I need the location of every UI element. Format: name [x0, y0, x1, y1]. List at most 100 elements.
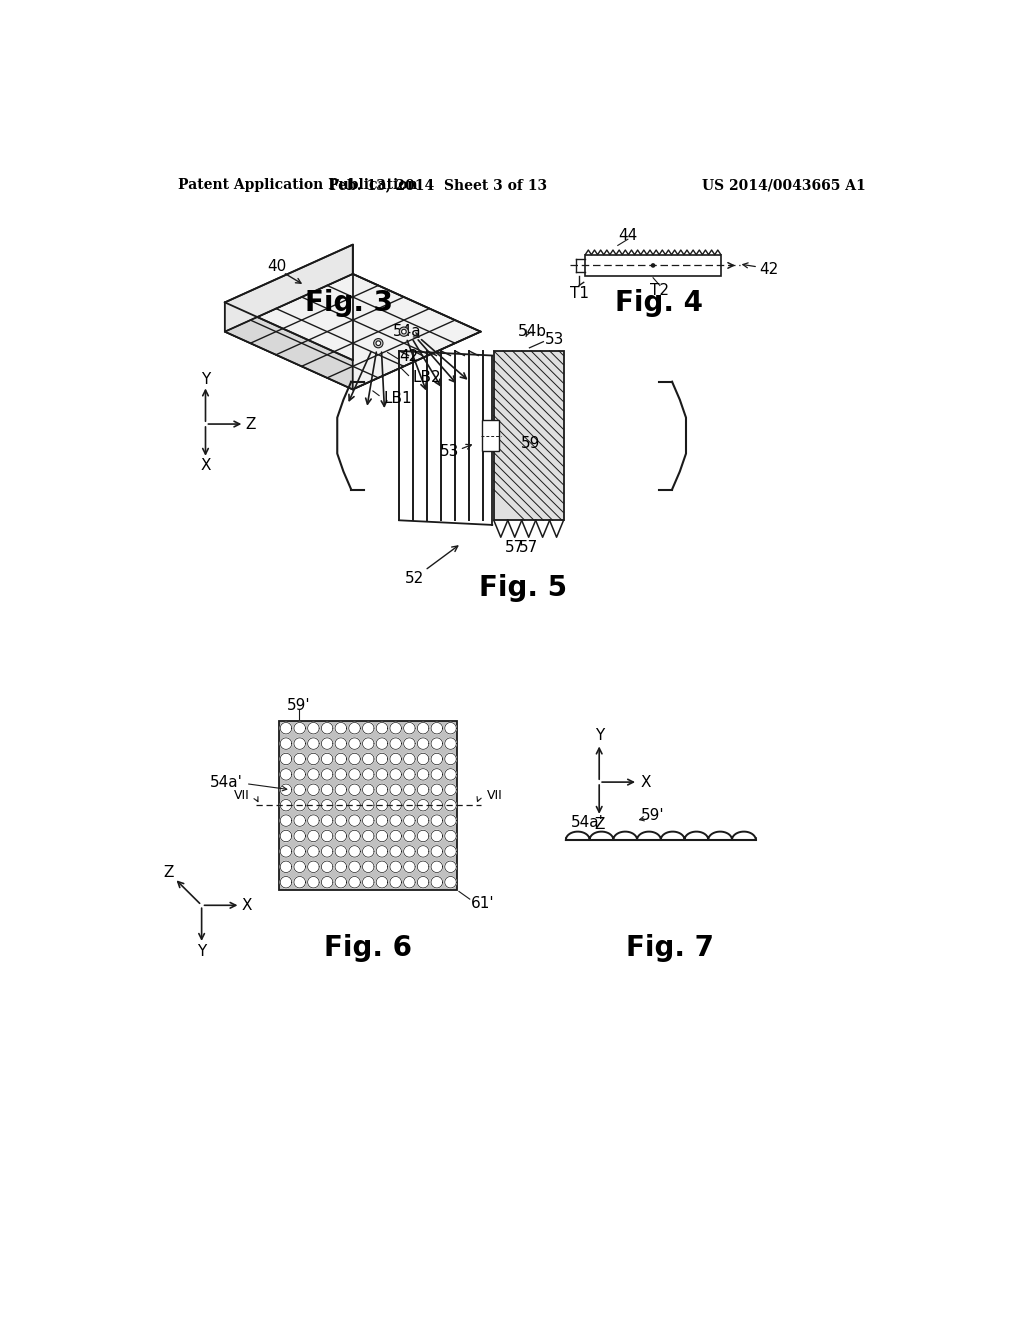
Polygon shape — [307, 861, 319, 873]
Polygon shape — [431, 754, 442, 764]
Text: 54a: 54a — [392, 325, 421, 339]
Polygon shape — [390, 861, 401, 873]
Polygon shape — [390, 800, 401, 810]
Text: 57: 57 — [519, 540, 539, 554]
Text: 57: 57 — [505, 540, 524, 554]
Polygon shape — [294, 846, 305, 857]
Bar — [494, 351, 563, 520]
Polygon shape — [444, 754, 457, 764]
Polygon shape — [444, 768, 457, 780]
Polygon shape — [349, 754, 360, 764]
Polygon shape — [376, 861, 388, 873]
Polygon shape — [294, 876, 305, 888]
Polygon shape — [281, 738, 292, 750]
Text: 59: 59 — [521, 436, 541, 451]
Polygon shape — [418, 876, 429, 888]
Polygon shape — [281, 814, 292, 826]
Polygon shape — [444, 722, 457, 734]
Polygon shape — [403, 861, 415, 873]
Text: X: X — [640, 775, 651, 789]
Polygon shape — [403, 768, 415, 780]
Polygon shape — [349, 738, 360, 750]
Polygon shape — [349, 861, 360, 873]
Polygon shape — [376, 768, 388, 780]
Polygon shape — [349, 814, 360, 826]
Polygon shape — [335, 784, 346, 796]
Polygon shape — [418, 830, 429, 842]
Polygon shape — [322, 722, 333, 734]
Polygon shape — [376, 784, 388, 796]
Polygon shape — [307, 768, 319, 780]
Polygon shape — [418, 738, 429, 750]
Polygon shape — [349, 876, 360, 888]
Polygon shape — [390, 876, 401, 888]
Polygon shape — [349, 846, 360, 857]
Circle shape — [650, 263, 655, 268]
Polygon shape — [418, 722, 429, 734]
Text: LB2: LB2 — [413, 371, 441, 385]
Polygon shape — [390, 768, 401, 780]
Text: LB1: LB1 — [384, 391, 413, 407]
Text: US 2014/0043665 A1: US 2014/0043665 A1 — [701, 178, 865, 193]
Polygon shape — [322, 876, 333, 888]
Polygon shape — [431, 722, 442, 734]
Polygon shape — [307, 876, 319, 888]
Polygon shape — [225, 244, 352, 331]
Polygon shape — [444, 738, 457, 750]
Polygon shape — [431, 800, 442, 810]
Polygon shape — [376, 754, 388, 764]
Polygon shape — [444, 830, 457, 842]
Polygon shape — [294, 768, 305, 780]
Polygon shape — [403, 800, 415, 810]
Polygon shape — [362, 846, 374, 857]
Bar — [586, 255, 721, 276]
Polygon shape — [281, 768, 292, 780]
Text: Fig. 4: Fig. 4 — [614, 289, 702, 317]
Text: Fig. 3: Fig. 3 — [305, 289, 393, 317]
Polygon shape — [349, 722, 360, 734]
Polygon shape — [376, 814, 388, 826]
Polygon shape — [335, 768, 346, 780]
Polygon shape — [362, 876, 374, 888]
Text: Fig. 6: Fig. 6 — [325, 933, 413, 962]
Polygon shape — [307, 814, 319, 826]
Polygon shape — [390, 722, 401, 734]
Polygon shape — [362, 754, 374, 764]
Polygon shape — [335, 830, 346, 842]
Polygon shape — [431, 830, 442, 842]
Polygon shape — [335, 861, 346, 873]
Polygon shape — [225, 275, 480, 389]
Text: Z: Z — [594, 817, 604, 832]
Polygon shape — [322, 784, 333, 796]
Polygon shape — [418, 784, 429, 796]
Polygon shape — [349, 768, 360, 780]
Polygon shape — [362, 768, 374, 780]
Polygon shape — [444, 814, 457, 826]
Polygon shape — [362, 814, 374, 826]
Polygon shape — [225, 302, 352, 389]
Polygon shape — [335, 876, 346, 888]
Polygon shape — [376, 722, 388, 734]
Polygon shape — [281, 754, 292, 764]
Polygon shape — [307, 846, 319, 857]
Polygon shape — [335, 754, 346, 764]
Text: 54a': 54a' — [210, 775, 243, 789]
Polygon shape — [281, 800, 292, 810]
Polygon shape — [444, 861, 457, 873]
Polygon shape — [431, 784, 442, 796]
Polygon shape — [294, 784, 305, 796]
Text: Feb. 13, 2014  Sheet 3 of 13: Feb. 13, 2014 Sheet 3 of 13 — [329, 178, 547, 193]
Text: 61': 61' — [471, 896, 495, 911]
Polygon shape — [322, 768, 333, 780]
Polygon shape — [444, 784, 457, 796]
Circle shape — [376, 341, 381, 346]
Polygon shape — [349, 800, 360, 810]
Polygon shape — [444, 800, 457, 810]
Text: VII: VII — [486, 789, 503, 803]
Text: 54a': 54a' — [571, 816, 604, 830]
Polygon shape — [403, 814, 415, 826]
Text: Z: Z — [163, 865, 173, 879]
Polygon shape — [322, 738, 333, 750]
Polygon shape — [294, 722, 305, 734]
Bar — [280, 721, 458, 890]
